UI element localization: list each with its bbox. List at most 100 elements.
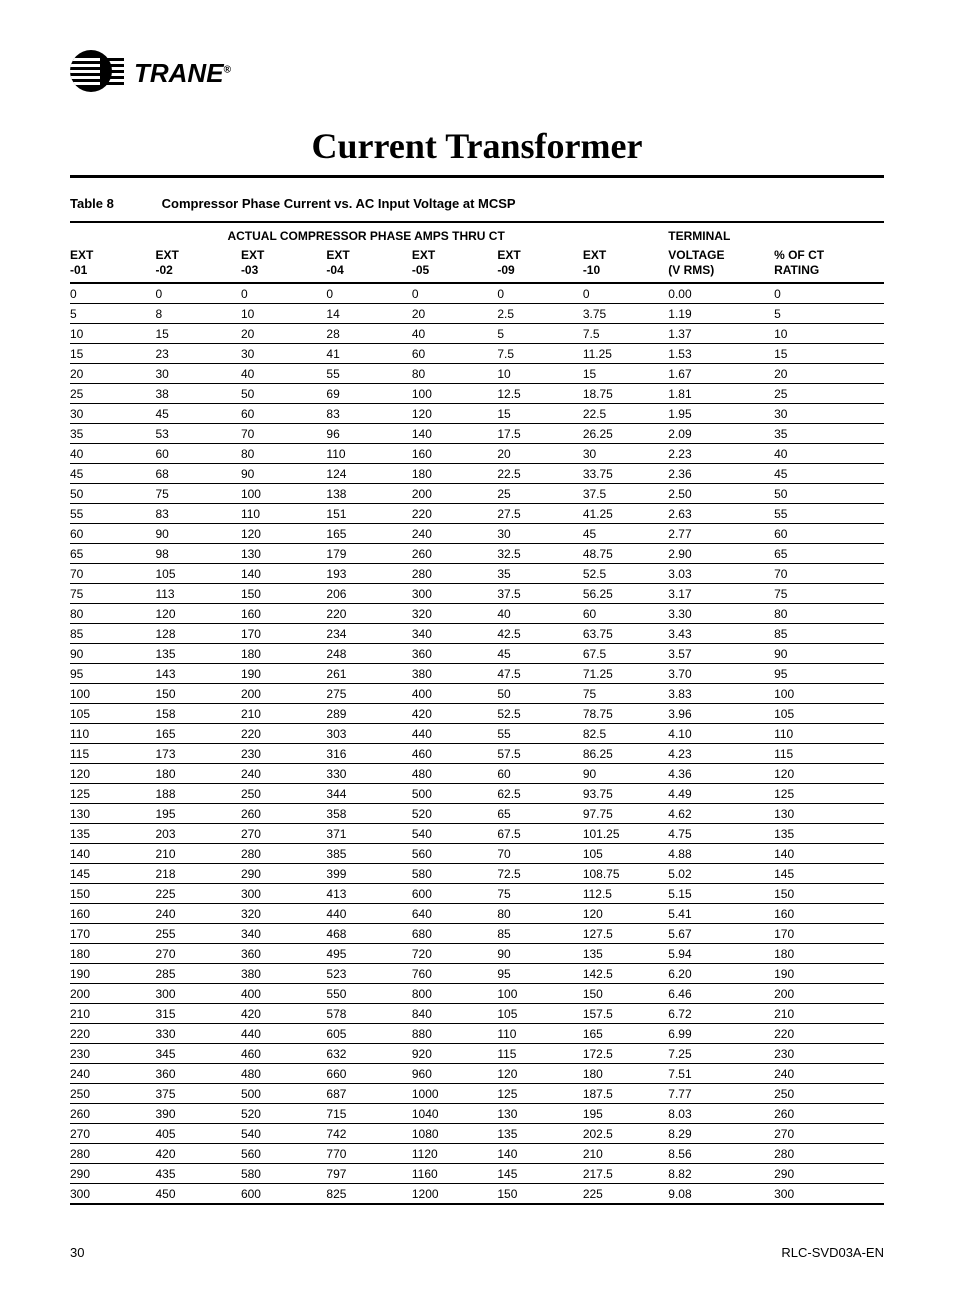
table-cell: 7.5 <box>583 324 668 344</box>
table-cell: 200 <box>70 984 155 1004</box>
table-cell: 40 <box>241 364 326 384</box>
table-cell: 10 <box>70 324 155 344</box>
table-cell: 130 <box>497 1104 582 1124</box>
table-cell: 130 <box>241 544 326 564</box>
table-cell: 260 <box>70 1104 155 1124</box>
table-cell: 48.75 <box>583 544 668 564</box>
table-row: 558311015122027.541.252.6355 <box>70 504 884 524</box>
table-cell: 290 <box>774 1164 884 1184</box>
table-cell: 8.29 <box>668 1124 774 1144</box>
table-row: 581014202.53.751.195 <box>70 304 884 324</box>
table-cell: 35 <box>497 564 582 584</box>
table-cell: 101.25 <box>583 824 668 844</box>
table-cell: 15 <box>583 364 668 384</box>
table-cell: 37.5 <box>583 484 668 504</box>
table-cell: 135 <box>774 824 884 844</box>
table-cell: 97.75 <box>583 804 668 824</box>
table-row: 15233041607.511.251.5315 <box>70 344 884 364</box>
table-cell: 165 <box>155 724 240 744</box>
table-cell: 70 <box>497 844 582 864</box>
table-row: 1301952603585206597.754.62130 <box>70 804 884 824</box>
table-cell: 468 <box>326 924 411 944</box>
table-cell: 188 <box>155 784 240 804</box>
table-cell: 85 <box>497 924 582 944</box>
table-row: 8012016022032040603.3080 <box>70 604 884 624</box>
table-cell: 170 <box>774 924 884 944</box>
super-header-left: ACTUAL COMPRESSOR PHASE AMPS THRU CT <box>70 222 668 244</box>
table-cell: 95 <box>70 664 155 684</box>
table-cell: 742 <box>326 1124 411 1144</box>
table-cell: 67.5 <box>583 644 668 664</box>
table-cell: 41.25 <box>583 504 668 524</box>
table-cell: 225 <box>155 884 240 904</box>
table-cell: 145 <box>70 864 155 884</box>
table-row: 2538506910012.518.751.8125 <box>70 384 884 404</box>
table-cell: 45 <box>774 464 884 484</box>
table-cell: 3.70 <box>668 664 774 684</box>
table-cell: 2.36 <box>668 464 774 484</box>
table-cell: 289 <box>326 704 411 724</box>
table-row: 203040558010151.6720 <box>70 364 884 384</box>
table-cell: 83 <box>155 504 240 524</box>
table-cell: 5.02 <box>668 864 774 884</box>
table-cell: 105 <box>497 1004 582 1024</box>
title-rule <box>70 175 884 178</box>
table-cell: 145 <box>497 1164 582 1184</box>
table-cell: 225 <box>583 1184 668 1205</box>
table-cell: 140 <box>774 844 884 864</box>
table-cell: 26.25 <box>583 424 668 444</box>
table-cell: 60 <box>774 524 884 544</box>
table-cell: 255 <box>155 924 240 944</box>
table-cell: 78.75 <box>583 704 668 724</box>
table-cell: 920 <box>412 1044 497 1064</box>
table-caption: Table 8 Compressor Phase Current vs. AC … <box>70 196 884 211</box>
table-cell: 300 <box>412 584 497 604</box>
table-row: 2203304406058801101656.99220 <box>70 1024 884 1044</box>
table-cell: 190 <box>241 664 326 684</box>
table-cell: 120 <box>497 1064 582 1084</box>
table-cell: 45 <box>583 524 668 544</box>
table-cell: 160 <box>241 604 326 624</box>
table-cell: 1120 <box>412 1144 497 1164</box>
table-cell: 660 <box>326 1064 411 1084</box>
table-cell: 12.5 <box>497 384 582 404</box>
table-cell: 124 <box>326 464 411 484</box>
table-cell: 0 <box>241 283 326 304</box>
table-cell: 520 <box>412 804 497 824</box>
table-cell: 600 <box>412 884 497 904</box>
table-cell: 797 <box>326 1164 411 1184</box>
table-cell: 5.41 <box>668 904 774 924</box>
table-cell: 2.63 <box>668 504 774 524</box>
table-row: 26039052071510401301958.03260 <box>70 1104 884 1124</box>
table-cell: 580 <box>412 864 497 884</box>
table-cell: 27.5 <box>497 504 582 524</box>
table-cell: 280 <box>241 844 326 864</box>
page-title: Current Transformer <box>70 125 884 167</box>
table-cell: 62.5 <box>497 784 582 804</box>
column-header: EXT-05 <box>412 244 497 283</box>
table-cell: 285 <box>155 964 240 984</box>
table-cell: 1040 <box>412 1104 497 1124</box>
table-row: 2403604806609601201807.51240 <box>70 1064 884 1084</box>
table-cell: 0 <box>326 283 411 304</box>
table-cell: 110 <box>326 444 411 464</box>
table-cell: 180 <box>70 944 155 964</box>
column-header: VOLTAGE(V RMS) <box>668 244 774 283</box>
table-cell: 20 <box>70 364 155 384</box>
table-cell: 250 <box>241 784 326 804</box>
table-cell: 100 <box>412 384 497 404</box>
table-cell: 80 <box>497 904 582 924</box>
table-row: 50751001382002537.52.5050 <box>70 484 884 504</box>
table-cell: 28 <box>326 324 411 344</box>
table-cell: 40 <box>774 444 884 464</box>
table-cell: 140 <box>70 844 155 864</box>
table-cell: 420 <box>241 1004 326 1024</box>
table-cell: 5 <box>774 304 884 324</box>
table-cell: 41 <box>326 344 411 364</box>
table-header-row: EXT-01EXT-02EXT-03EXT-04EXT-05EXT-09EXT-… <box>70 244 884 283</box>
table-row: 14521829039958072.5108.755.02145 <box>70 864 884 884</box>
table-cell: 523 <box>326 964 411 984</box>
table-cell: 280 <box>774 1144 884 1164</box>
table-cell: 360 <box>241 944 326 964</box>
table-cell: 160 <box>412 444 497 464</box>
